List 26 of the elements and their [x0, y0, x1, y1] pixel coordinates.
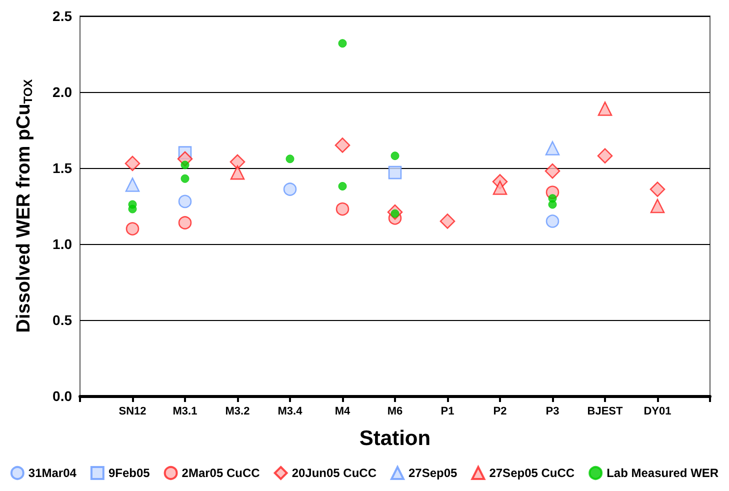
x-tick-label: M3.2	[225, 406, 250, 418]
legend-label: 20Jun05 CuCC	[292, 466, 377, 480]
y-tick-label: 2.0	[52, 84, 72, 100]
legend-label: 27Sep05	[408, 466, 458, 480]
x-tick-label: M4	[334, 406, 352, 418]
x-tick-label: BJEST	[587, 406, 623, 418]
x-tick-label: SN12	[118, 406, 146, 418]
y-tick-label: 1.0	[52, 236, 72, 252]
y-axis-title: Dissolved WER from pCuTOX	[14, 79, 35, 333]
legend-label: 31Mar04	[28, 466, 77, 480]
legend-label: Lab Measured WER	[606, 466, 719, 480]
y-tick-label: 1.5	[52, 160, 72, 176]
x-tick-label: P3	[546, 406, 560, 418]
x-tick-label: P1	[440, 406, 454, 418]
x-tick-label: DY01	[644, 406, 672, 418]
legend-label: 2Mar05 CuCC	[182, 466, 260, 480]
x-tick-label: M3.4	[278, 406, 304, 418]
x-axis-title: Station	[359, 427, 431, 450]
legend-label: 9Feb05	[108, 466, 150, 480]
y-tick-label: 0.0	[52, 388, 72, 404]
x-tick-label: P2	[493, 406, 507, 418]
y-tick-label: 0.5	[52, 312, 72, 328]
y-tick-label: 2.5	[52, 8, 72, 24]
legend-label: 27Sep05 CuCC	[489, 466, 575, 480]
x-tick-label: M3.1	[172, 406, 198, 418]
x-tick-label: M6	[387, 406, 403, 418]
